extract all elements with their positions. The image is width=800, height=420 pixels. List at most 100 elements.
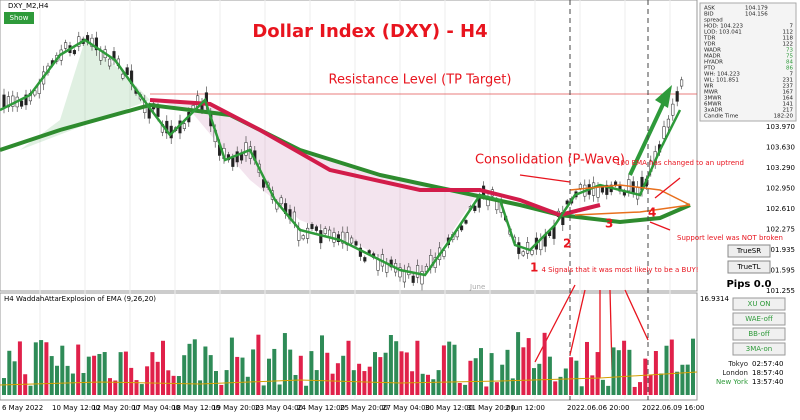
hatch — [150, 100, 480, 280]
main-pane — [0, 0, 698, 292]
hist-bar — [447, 341, 452, 395]
up-arrow-head — [655, 85, 672, 108]
hist-bar — [426, 374, 430, 395]
candle — [125, 67, 129, 75]
hist-bar — [108, 378, 112, 395]
info-cell: WH: 104.223 — [704, 72, 740, 78]
info-cell: TDR — [703, 36, 716, 42]
ind-btn-label[interactable]: BB-off — [748, 330, 770, 338]
candle — [605, 184, 609, 195]
consolidation-label: Consolidation (P-Wave) — [475, 153, 625, 168]
hist-bar — [309, 351, 314, 395]
ema-100 — [0, 102, 691, 225]
hist-bar — [510, 378, 515, 395]
hatch-green — [20, 40, 150, 150]
hist-bar — [304, 385, 309, 395]
indicator-buttons: XU ON WAE-off BB-off 3MA-on — [732, 297, 786, 356]
info-cell: 84 — [786, 60, 793, 66]
hist-bar — [102, 352, 107, 395]
candle — [460, 225, 464, 231]
candle — [495, 201, 499, 211]
hist-bar — [17, 341, 22, 395]
info-cell: MWR — [704, 90, 718, 96]
info-cell: 164 — [783, 96, 794, 102]
info-cell: spread — [704, 18, 723, 24]
candle — [341, 231, 345, 244]
info-cell: 104.179 — [745, 6, 768, 12]
hist-bar — [394, 341, 399, 395]
info-cell: 6MWR — [704, 102, 722, 108]
time-label: 27 May 04:00 — [382, 404, 430, 412]
hist-bar — [293, 374, 298, 395]
candle — [420, 271, 424, 285]
candle — [627, 179, 631, 192]
info-cell: ASK — [704, 6, 715, 12]
price-label: 102.275 — [766, 226, 795, 234]
ind-btn[interactable] — [732, 327, 786, 341]
time-label: 2022.06.09 16:00 — [642, 404, 704, 412]
hist-bar — [420, 373, 425, 395]
ind-btn-label[interactable]: 3MA-on — [746, 345, 773, 353]
candle — [600, 187, 604, 193]
ind-btn[interactable] — [732, 342, 786, 356]
info-cell: 122 — [783, 42, 794, 48]
info-cell: 7 — [790, 72, 794, 78]
ind-btn[interactable] — [732, 312, 786, 326]
show-button[interactable] — [4, 12, 34, 24]
info-cell: HYADR — [704, 60, 723, 66]
hist-bar — [415, 340, 420, 395]
hist-bar — [176, 376, 181, 395]
session-name: Tokyo — [727, 360, 748, 368]
hist-bar — [245, 376, 250, 395]
hist-bar — [298, 355, 303, 395]
time-label: 10 May 12:00 — [52, 404, 100, 412]
candle — [11, 95, 15, 107]
info-cell: LOD: 103.041 — [704, 30, 742, 36]
btn[interactable] — [727, 260, 771, 274]
hist-bar — [574, 360, 579, 395]
candle — [314, 226, 318, 231]
hist-bar — [97, 353, 102, 395]
hist-bar — [362, 371, 367, 395]
pips: Pips 0.0 — [726, 279, 771, 290]
price-label: 101.595 — [766, 267, 795, 275]
hist-bar — [208, 355, 213, 395]
candle — [662, 126, 666, 139]
hist-bar — [553, 381, 558, 395]
info-cell: 73 — [786, 48, 793, 54]
hist-bar — [113, 380, 118, 395]
hist-bar — [272, 348, 277, 395]
hist-bar — [685, 364, 690, 395]
time-label: 31 May 20:00 — [467, 404, 515, 412]
hist-bar — [521, 347, 526, 395]
info-cell: Candle Time — [704, 114, 739, 120]
hist-bar — [648, 374, 653, 395]
hist-bar — [669, 339, 674, 395]
hist-bar — [192, 339, 197, 395]
hist-bar — [643, 358, 648, 395]
show-label[interactable]: Show — [10, 14, 29, 22]
btn-label[interactable]: TrueSR — [736, 247, 761, 255]
candle — [376, 259, 380, 271]
support-label: Support level was NOT broken — [677, 234, 783, 242]
hist-bar — [129, 367, 134, 395]
time-label: 23 May 04:00 — [255, 404, 303, 412]
hist-bar — [659, 373, 664, 395]
btn-label[interactable]: TrueTL — [736, 263, 760, 271]
time-label: 25 May 20:00 — [340, 404, 388, 412]
hist-bar — [171, 375, 176, 395]
triangle-bottom — [574, 204, 691, 216]
ind-btn-label[interactable]: XU ON — [748, 300, 771, 308]
time-label: 17 May 04:00 — [132, 404, 180, 412]
session-time: 02:57:40 — [752, 360, 783, 368]
ind-btn[interactable] — [732, 297, 786, 311]
session-time: 18:57:40 — [752, 369, 783, 377]
candle — [680, 79, 684, 87]
btn[interactable] — [727, 244, 771, 258]
price-label: 102.950 — [766, 185, 795, 193]
signals-label: 4 Signals that it was most likely to be … — [541, 266, 698, 274]
ind-btn-label[interactable]: WAE-off — [745, 315, 773, 323]
